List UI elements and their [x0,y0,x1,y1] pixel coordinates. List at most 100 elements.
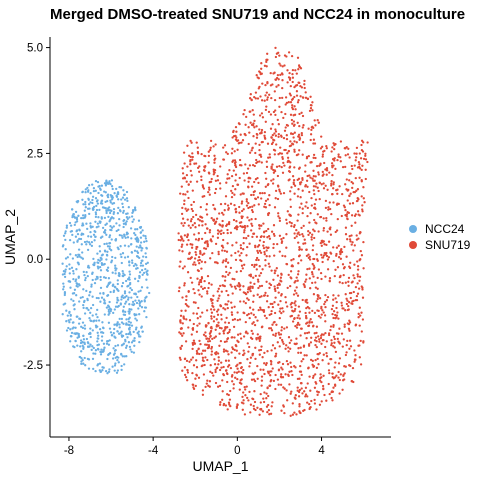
point-ncc24 [98,250,102,253]
point-snu719 [305,179,309,182]
point-ncc24 [135,319,139,322]
point-snu719 [244,320,247,324]
point-snu719 [325,219,328,222]
point-snu719 [223,209,226,212]
point-snu719 [269,71,272,75]
point-ncc24 [130,215,134,218]
point-snu719 [220,327,223,330]
point-snu719 [192,312,195,315]
point-snu719 [208,228,212,232]
point-snu719 [350,214,354,217]
point-snu719 [318,403,322,406]
point-snu719 [256,293,259,296]
point-snu719 [274,55,278,59]
point-ncc24 [124,223,127,226]
point-snu719 [250,329,253,333]
point-snu719 [247,286,250,289]
point-snu719 [205,382,208,385]
point-snu719 [189,220,193,223]
point-snu719 [334,361,337,364]
point-snu719 [317,363,320,366]
point-snu719 [336,158,339,162]
point-snu719 [293,140,296,143]
point-snu719 [233,371,236,374]
point-snu719 [235,210,238,213]
point-snu719 [293,131,296,134]
point-snu719 [198,262,201,265]
point-snu719 [313,398,316,402]
point-snu719 [330,150,333,153]
point-ncc24 [93,261,96,264]
point-snu719 [265,405,269,408]
point-ncc24 [65,224,69,227]
point-snu719 [353,360,356,363]
point-snu719 [248,131,251,134]
point-snu719 [258,413,261,416]
point-ncc24 [122,222,126,225]
point-snu719 [351,182,355,185]
point-snu719 [239,258,242,262]
point-snu719 [312,138,316,141]
point-snu719 [358,356,361,359]
point-snu719 [200,260,203,263]
point-snu719 [345,297,348,300]
point-ncc24 [96,202,100,205]
point-ncc24 [100,184,104,187]
point-snu719 [198,219,202,222]
point-snu719 [227,207,230,210]
point-snu719 [251,224,254,227]
point-snu719 [263,351,266,355]
point-ncc24 [76,336,79,339]
point-snu719 [182,332,185,335]
point-snu719 [257,258,260,262]
point-snu719 [275,85,278,88]
point-snu719 [230,311,233,314]
point-snu719 [250,149,253,152]
point-snu719 [308,307,311,310]
point-snu719 [252,321,255,324]
point-ncc24 [104,228,107,232]
point-ncc24 [86,345,90,348]
point-snu719 [209,326,213,329]
point-snu719 [314,343,317,347]
point-snu719 [310,235,313,239]
point-ncc24 [87,241,91,244]
point-ncc24 [75,268,78,271]
point-ncc24 [87,184,91,187]
point-ncc24 [83,327,87,330]
point-ncc24 [106,284,110,287]
point-ncc24 [71,257,75,260]
point-snu719 [250,378,254,381]
point-ncc24 [90,244,94,248]
point-snu719 [333,337,336,341]
point-snu719 [262,240,265,244]
point-ncc24 [148,291,151,295]
point-snu719 [207,282,211,285]
point-ncc24 [137,290,140,293]
point-snu719 [239,193,242,196]
point-ncc24 [93,239,96,242]
point-snu719 [222,373,226,377]
point-snu719 [289,113,293,116]
point-ncc24 [128,291,131,294]
point-snu719 [246,225,249,228]
point-snu719 [209,257,212,260]
point-snu719 [317,268,321,271]
point-snu719 [222,332,226,335]
point-snu719 [206,245,209,248]
point-ncc24 [72,277,75,281]
point-snu719 [270,142,274,146]
point-snu719 [330,343,333,347]
point-ncc24 [71,233,74,237]
point-snu719 [223,249,226,253]
point-snu719 [363,201,366,204]
point-ncc24 [65,226,68,229]
point-snu719 [221,224,224,227]
point-snu719 [262,222,265,225]
point-snu719 [192,387,196,391]
point-snu719 [289,270,293,273]
point-ncc24 [145,272,149,276]
point-ncc24 [131,261,134,265]
point-snu719 [230,174,234,178]
